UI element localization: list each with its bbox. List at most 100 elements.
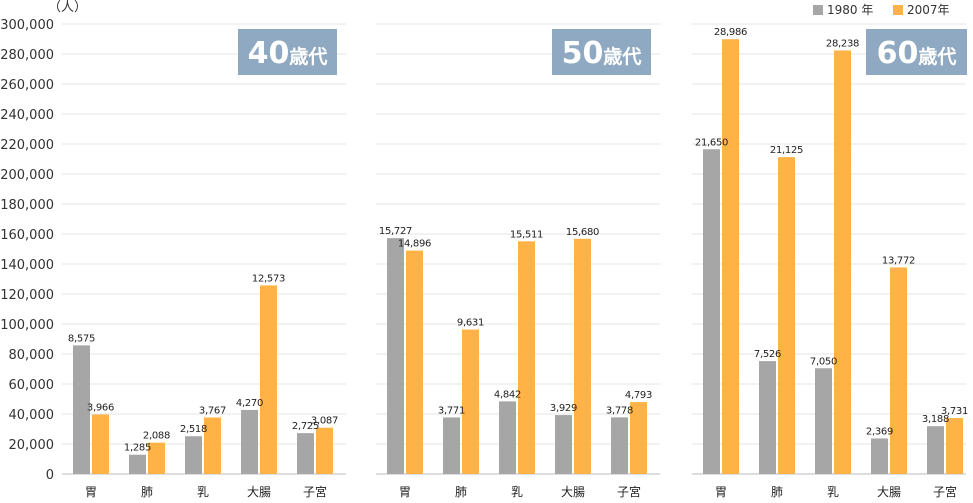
bar-p3-1980-3: [871, 438, 888, 474]
category-label-p1-1: 肺: [141, 485, 153, 499]
panel-badge-60: [866, 29, 967, 75]
category-label-p1-0: 胃: [85, 485, 97, 499]
bar-p3-2007-0: [722, 39, 739, 475]
panel-badges: 40歳代 50歳代 60歳代: [238, 29, 967, 75]
data-label-p1-1980-3: 4,270: [236, 398, 263, 409]
data-label-p1-1980-0: 8,575: [68, 333, 95, 344]
category-label-p2-1: 肺: [455, 485, 467, 499]
bar-p2-1980-0: [387, 238, 404, 474]
y-tick-label: 180,000: [0, 198, 54, 213]
y-axis: （人） 0 20,000 40,000 60,000 80,000 100,000 120,…: [0, 0, 87, 483]
data-label-p3-1980-3: 2,369: [866, 426, 893, 437]
bar-p2-2007-0: [406, 250, 423, 474]
data-label-p2-2007-4: 4,793: [625, 390, 652, 401]
category-label-p1-2: 乳: [197, 485, 209, 499]
data-label-p3-1980-1: 7,526: [754, 349, 781, 360]
data-label-p3-1980-2: 7,050: [810, 356, 837, 367]
legend-label-1: 2007年: [907, 3, 950, 17]
bar-p2-1980-4: [611, 417, 628, 474]
category-label-p3-3: 大腸: [877, 485, 901, 499]
data-label-p3-2007-0: 28,986: [714, 27, 747, 38]
bar-p2-2007-2: [518, 241, 535, 474]
bar-p1-1980-1: [129, 454, 146, 474]
y-tick-label: 200,000: [0, 168, 54, 183]
data-label-p1-2007-2: 3,767: [199, 405, 226, 416]
category-label-p1-4: 子宮: [303, 484, 327, 499]
bar-p2-1980-3: [555, 415, 572, 474]
data-label-p1-2007-0: 3,966: [87, 403, 114, 414]
y-tick-label: 100,000: [0, 318, 54, 333]
y-tick-label: 0: [46, 468, 54, 483]
panel-badge-number: 50: [562, 36, 604, 71]
data-label-p1-1980-2: 2,518: [180, 424, 207, 435]
bar-p1-1980-4: [297, 433, 314, 474]
data-label-p2-1980-4: 3,778: [606, 405, 633, 416]
bar-p1-1980-2: [185, 436, 202, 474]
bar-p3-2007-1: [778, 157, 795, 474]
bar-p3-1980-4: [927, 426, 944, 474]
bar-p2-2007-4: [630, 402, 647, 474]
data-label-p2-2007-3: 15,680: [566, 227, 599, 238]
panel-badge-number: 60: [877, 36, 919, 71]
panel-badge-suffix: 歳代: [289, 46, 327, 68]
y-tick-label: 60,000: [9, 378, 55, 393]
bar-p1-1980-3: [241, 409, 258, 474]
category-label-p2-4: 子宮: [617, 484, 641, 499]
legend-label-0: 1980 年: [827, 3, 873, 17]
bar-p3-2007-3: [890, 267, 907, 474]
category-labels: 胃 肺 乳 大腸 子宮 胃 肺 乳 大腸 子宮 胃 肺 乳 大腸 子宮: [85, 484, 957, 499]
category-label-p2-3: 大腸: [561, 485, 585, 499]
data-label-p2-2007-0: 14,896: [398, 239, 431, 250]
legend: 1980 年 2007年: [813, 3, 950, 17]
legend-swatch-1: [893, 5, 903, 15]
bar-p1-2007-3: [260, 285, 277, 474]
panel-badge-label-50: 50歳代: [562, 36, 642, 71]
data-label-p3-2007-4: 3,731: [941, 406, 968, 417]
legend-swatch-0: [813, 5, 823, 15]
bar-p3-2007-4: [946, 418, 963, 474]
data-label-p1-1980-1: 1,285: [124, 443, 151, 454]
data-label-p2-1980-1: 3,771: [438, 405, 465, 416]
data-label-p1-1980-4: 2,725: [292, 421, 319, 432]
data-label-p2-1980-2: 4,842: [494, 389, 521, 400]
y-tick-label: 220,000: [0, 138, 54, 153]
data-label-p1-2007-4: 3,087: [311, 416, 338, 427]
y-axis-unit-label: （人）: [48, 0, 87, 15]
bar-p1-2007-1: [148, 442, 165, 474]
category-label-p2-2: 乳: [511, 485, 523, 499]
category-label-p1-3: 大腸: [247, 485, 271, 499]
bar-p3-1980-0: [703, 149, 720, 474]
y-tick-label: 40,000: [9, 408, 55, 423]
bar-p2-2007-1: [462, 329, 479, 474]
panel-badge-50: [552, 29, 651, 75]
data-label-p3-2007-3: 13,772: [882, 255, 915, 266]
bar-p3-2007-2: [834, 50, 851, 475]
bar-p1-2007-4: [316, 427, 333, 474]
y-tick-label: 120,000: [0, 288, 54, 303]
category-label-p3-1: 肺: [771, 485, 783, 499]
data-label-p2-1980-0: 15,727: [379, 226, 412, 237]
panel-badge-suffix: 歳代: [603, 46, 641, 68]
y-tick-label: 20,000: [9, 438, 55, 453]
bar-p3-1980-1: [759, 361, 776, 474]
bar-p2-1980-1: [443, 417, 460, 474]
bar-p3-1980-2: [815, 368, 832, 474]
y-tick-label: 300,000: [0, 18, 54, 33]
data-label-p2-2007-2: 15,511: [510, 229, 543, 240]
data-label-p1-2007-1: 2,088: [143, 431, 170, 442]
data-label-p2-1980-3: 3,929: [550, 403, 577, 414]
data-label-p3-2007-2: 28,238: [826, 38, 859, 49]
y-tick-label: 140,000: [0, 258, 54, 273]
panel-badge-suffix: 歳代: [918, 46, 956, 68]
bar-p1-2007-2: [204, 417, 221, 474]
panel-badge-40: [238, 29, 337, 75]
panel-badge-label-60: 60歳代: [877, 36, 957, 71]
panel-badge-label-40: 40歳代: [248, 36, 328, 71]
data-label-p3-2007-1: 21,125: [770, 145, 803, 156]
bar-p1-1980-0: [73, 345, 90, 474]
y-tick-label: 240,000: [0, 108, 54, 123]
bar-p2-1980-2: [499, 401, 516, 474]
data-label-p3-1980-4: 3,188: [922, 414, 949, 425]
